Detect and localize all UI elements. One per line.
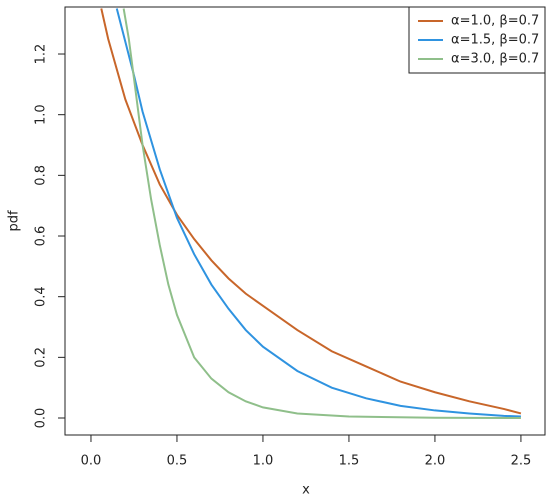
plot-area [100, 8, 522, 420]
y-axis-label: pdf [7, 210, 22, 232]
legend-label: α=1.5, β=0.7 [451, 33, 539, 48]
y-tick-label: 0.2 [34, 347, 49, 368]
y-tick-label: 0.8 [34, 165, 49, 186]
x-tick-label: 1.0 [253, 454, 274, 469]
y-tick-label: 0.0 [34, 408, 49, 429]
plot-frame [64, 6, 546, 436]
x-axis-label: x [302, 483, 310, 498]
x-tick-label: 0.5 [167, 454, 188, 469]
legend-label: α=1.0, β=0.7 [451, 14, 539, 29]
y-tick-label: 0.4 [34, 286, 49, 307]
y-tick-label: 1.0 [34, 104, 49, 125]
x-tick-label: 2.0 [425, 454, 446, 469]
y-tick-label: 1.2 [34, 44, 49, 65]
x-tick-label: 1.5 [339, 454, 360, 469]
line-series [122, 8, 521, 420]
y-tick-label: 0.6 [34, 226, 49, 247]
x-tick-label: 0.0 [81, 454, 102, 469]
x-tick-label: 2.5 [511, 454, 532, 469]
line-series [115, 8, 521, 418]
legend-label: α=3.0, β=0.7 [451, 52, 539, 67]
